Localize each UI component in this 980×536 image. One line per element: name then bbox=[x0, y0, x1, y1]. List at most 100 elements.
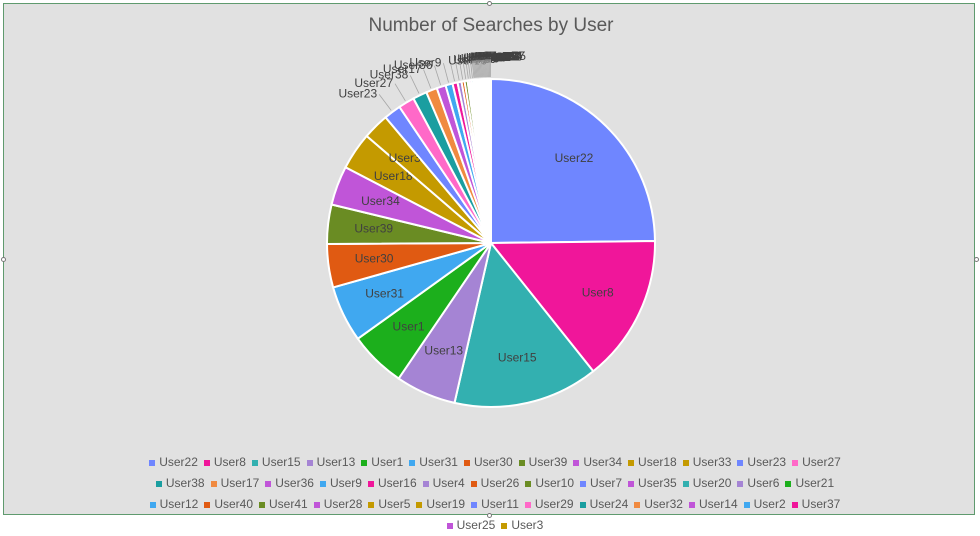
legend-swatch bbox=[259, 502, 265, 508]
slice-label: User3 bbox=[488, 49, 520, 63]
legend-swatch bbox=[744, 502, 750, 508]
resize-handle[interactable] bbox=[974, 257, 979, 262]
legend-item: User29 bbox=[525, 494, 574, 515]
legend-label: User22 bbox=[159, 452, 198, 473]
slice-label: User1 bbox=[393, 320, 425, 334]
legend-swatch bbox=[320, 481, 326, 487]
legend-label: User36 bbox=[275, 473, 314, 494]
legend-swatch bbox=[737, 460, 743, 466]
legend-item: User20 bbox=[683, 473, 732, 494]
slice-label: User22 bbox=[555, 151, 594, 165]
legend-swatch bbox=[525, 481, 531, 487]
leader-line bbox=[410, 75, 419, 93]
legend-swatch bbox=[580, 481, 586, 487]
legend-label: User34 bbox=[583, 452, 622, 473]
legend-item: User13 bbox=[307, 452, 356, 473]
legend-label: User17 bbox=[221, 473, 260, 494]
legend-label: User14 bbox=[699, 494, 738, 515]
legend-label: User37 bbox=[802, 494, 841, 515]
legend-label: User11 bbox=[481, 494, 519, 515]
legend-label: User28 bbox=[324, 494, 363, 515]
legend-swatch bbox=[683, 460, 689, 466]
legend-swatch bbox=[156, 481, 162, 487]
legend-item: User25 bbox=[447, 515, 496, 536]
legend-item: User39 bbox=[519, 452, 568, 473]
slice-label: User34 bbox=[361, 194, 400, 208]
legend-swatch bbox=[628, 460, 634, 466]
legend-item: User27 bbox=[792, 452, 841, 473]
legend-swatch bbox=[409, 460, 415, 466]
legend-label: User2 bbox=[754, 494, 786, 515]
legend-swatch bbox=[204, 502, 210, 508]
legend-item: User21 bbox=[785, 473, 834, 494]
legend-label: User8 bbox=[214, 452, 246, 473]
slice-label: User30 bbox=[355, 252, 394, 266]
legend-label: User6 bbox=[747, 473, 779, 494]
legend-swatch bbox=[307, 460, 313, 466]
resize-handle[interactable] bbox=[487, 513, 492, 518]
legend-swatch bbox=[423, 481, 429, 487]
legend-swatch bbox=[689, 502, 695, 508]
legend-swatch bbox=[519, 460, 525, 466]
legend-item: User2 bbox=[744, 494, 786, 515]
legend-item: User8 bbox=[204, 452, 246, 473]
legend-swatch bbox=[211, 481, 217, 487]
legend-label: User32 bbox=[644, 494, 683, 515]
legend-label: User3 bbox=[511, 515, 543, 536]
legend-item: User24 bbox=[580, 494, 629, 515]
legend-item: User40 bbox=[204, 494, 253, 515]
legend-label: User26 bbox=[481, 473, 520, 494]
legend-label: User31 bbox=[419, 452, 458, 473]
chart: Number of Searches by User User22User8Us… bbox=[4, 4, 976, 516]
legend-swatch bbox=[525, 502, 531, 508]
legend-item: User10 bbox=[525, 473, 574, 494]
legend-swatch bbox=[785, 481, 791, 487]
legend-label: User12 bbox=[160, 494, 199, 515]
legend-label: User23 bbox=[747, 452, 786, 473]
legend-item: User31 bbox=[409, 452, 458, 473]
page: {"chart_data": {"type": "pie", "title": … bbox=[0, 0, 980, 519]
slice-label: User8 bbox=[582, 286, 614, 300]
legend-item: User11 bbox=[471, 494, 519, 515]
legend-swatch bbox=[634, 502, 640, 508]
legend-swatch bbox=[314, 502, 320, 508]
legend-label: User27 bbox=[802, 452, 841, 473]
legend-label: User18 bbox=[638, 452, 677, 473]
legend-item: User1 bbox=[361, 452, 403, 473]
legend-swatch bbox=[265, 481, 271, 487]
legend-item: User22 bbox=[149, 452, 198, 473]
slice-label: User39 bbox=[354, 222, 393, 236]
legend-item: User18 bbox=[628, 452, 677, 473]
legend-label: User5 bbox=[378, 494, 410, 515]
legend-item: User16 bbox=[368, 473, 417, 494]
legend-swatch bbox=[471, 502, 477, 508]
pie-slice bbox=[490, 79, 491, 243]
legend-swatch bbox=[150, 502, 156, 508]
legend-item: User12 bbox=[150, 494, 199, 515]
slice-label: User15 bbox=[498, 350, 537, 364]
legend-label: User4 bbox=[433, 473, 465, 494]
resize-handle[interactable] bbox=[1, 257, 6, 262]
legend-label: User24 bbox=[590, 494, 629, 515]
legend-label: User25 bbox=[457, 515, 496, 536]
leader-line bbox=[395, 84, 405, 101]
legend-label: User40 bbox=[214, 494, 253, 515]
legend-item: User37 bbox=[792, 494, 841, 515]
legend-label: User1 bbox=[371, 452, 403, 473]
legend-label: User9 bbox=[330, 473, 362, 494]
resize-handle[interactable] bbox=[487, 1, 492, 6]
slice-label: User13 bbox=[424, 343, 463, 357]
legend-label: User15 bbox=[262, 452, 301, 473]
legend-swatch bbox=[416, 502, 422, 508]
legend-item: User34 bbox=[573, 452, 622, 473]
legend-label: User41 bbox=[269, 494, 308, 515]
legend-label: User19 bbox=[426, 494, 465, 515]
legend-item: User28 bbox=[314, 494, 363, 515]
leader-line bbox=[424, 70, 431, 89]
legend-item: User17 bbox=[211, 473, 260, 494]
legend-label: User20 bbox=[693, 473, 732, 494]
leader-line bbox=[379, 94, 391, 110]
legend-item: User3 bbox=[501, 515, 543, 536]
legend-swatch bbox=[628, 481, 634, 487]
